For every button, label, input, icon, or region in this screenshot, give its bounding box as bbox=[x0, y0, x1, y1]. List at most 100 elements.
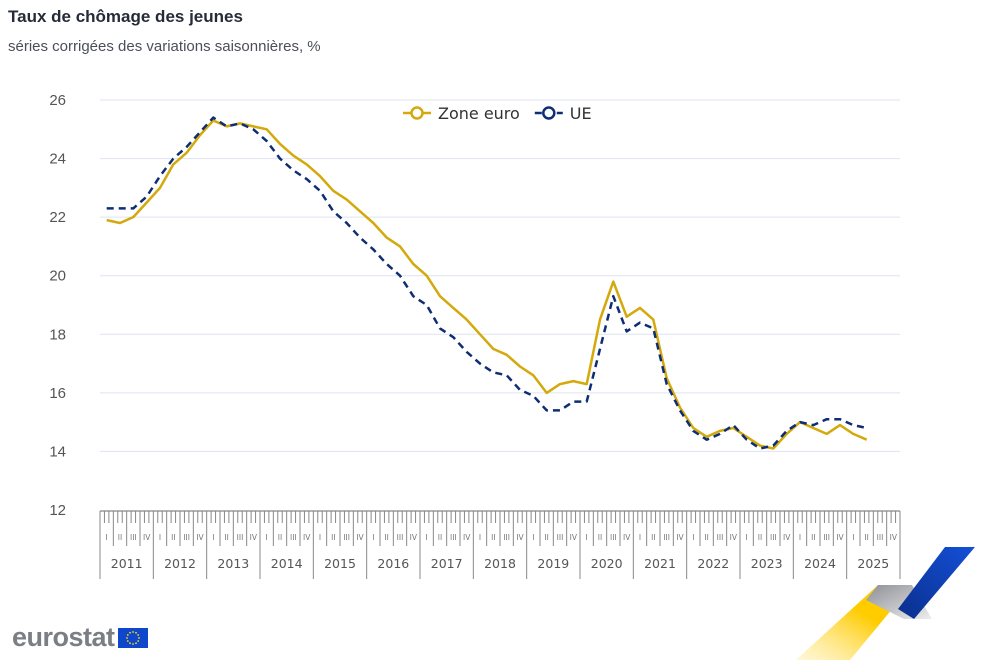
x-quarter-label: III bbox=[663, 533, 670, 542]
x-quarter-label: IV bbox=[623, 533, 631, 542]
legend-label: Zone euro bbox=[438, 104, 520, 123]
legend-marker-icon bbox=[542, 106, 556, 120]
x-quarter-label: II bbox=[491, 533, 495, 542]
x-quarter-label: IV bbox=[570, 533, 578, 542]
eu-flag-icon bbox=[117, 627, 148, 648]
x-year-label: 2022 bbox=[697, 556, 729, 571]
chart-title: Taux de chômage des jeunes bbox=[8, 7, 243, 26]
x-quarter-label: II bbox=[331, 533, 335, 542]
x-quarter-label: IV bbox=[890, 533, 898, 542]
x-year-label: 2017 bbox=[431, 556, 463, 571]
x-quarter-label: I bbox=[746, 533, 748, 542]
x-year-label: 2016 bbox=[377, 556, 409, 571]
x-quarter-label: I bbox=[586, 533, 588, 542]
x-quarter-label: IV bbox=[143, 533, 151, 542]
x-quarter-label: II bbox=[171, 533, 175, 542]
x-quarter-label: I bbox=[106, 533, 108, 542]
x-quarter-label: I bbox=[532, 533, 534, 542]
eurostat-logo: eurostat bbox=[12, 622, 148, 653]
y-tick-label: 26 bbox=[49, 92, 66, 109]
x-quarter-label: III bbox=[343, 533, 350, 542]
x-year-label: 2019 bbox=[537, 556, 569, 571]
y-tick-label: 14 bbox=[49, 443, 66, 460]
x-quarter-label: II bbox=[598, 533, 602, 542]
x-quarter-label: II bbox=[118, 533, 122, 542]
legend-item-zone-euro[interactable]: Zone euro bbox=[403, 104, 520, 123]
x-quarter-label: III bbox=[557, 533, 564, 542]
y-tick-label: 20 bbox=[49, 268, 66, 285]
x-quarter-label: I bbox=[852, 533, 854, 542]
gridlines bbox=[100, 99, 900, 452]
x-year-label: 2025 bbox=[857, 556, 889, 571]
decorative-chevron-icon bbox=[796, 547, 975, 660]
x-year-label: 2024 bbox=[804, 556, 836, 571]
x-quarter-label: I bbox=[319, 533, 321, 542]
x-quarter-label: IV bbox=[516, 533, 524, 542]
x-quarter-label: III bbox=[183, 533, 190, 542]
x-quarter-label: IV bbox=[196, 533, 204, 542]
x-quarter-label: I bbox=[692, 533, 694, 542]
x-quarter-label: I bbox=[372, 533, 374, 542]
x-quarter-label: II bbox=[224, 533, 228, 542]
x-quarter-label: I bbox=[479, 533, 481, 542]
x-quarter-label: II bbox=[438, 533, 442, 542]
x-quarter-label: I bbox=[799, 533, 801, 542]
x-quarter-label: IV bbox=[676, 533, 684, 542]
x-quarter-label: II bbox=[544, 533, 548, 542]
x-quarter-label: IV bbox=[356, 533, 364, 542]
legend-item-ue[interactable]: UE bbox=[534, 104, 592, 123]
x-quarter-label: II bbox=[651, 533, 655, 542]
x-quarter-label: II bbox=[758, 533, 762, 542]
logo-text: eurostat bbox=[12, 622, 115, 652]
x-year-label: 2012 bbox=[164, 556, 196, 571]
x-quarter-label: III bbox=[503, 533, 510, 542]
x-year-label: 2011 bbox=[111, 556, 143, 571]
x-quarter-label: I bbox=[639, 533, 641, 542]
x-quarter-label: III bbox=[450, 533, 457, 542]
x-quarter-label: IV bbox=[410, 533, 418, 542]
x-quarter-label: I bbox=[212, 533, 214, 542]
x-quarter-label: III bbox=[770, 533, 777, 542]
x-quarter-label: III bbox=[290, 533, 297, 542]
x-year-label: 2018 bbox=[484, 556, 516, 571]
x-quarter-label: I bbox=[266, 533, 268, 542]
x-quarter-label: II bbox=[384, 533, 388, 542]
y-tick-label: 18 bbox=[49, 326, 66, 343]
x-year-label: 2015 bbox=[324, 556, 356, 571]
x-year-label: 2014 bbox=[271, 556, 303, 571]
x-year-label: 2013 bbox=[217, 556, 249, 571]
x-quarter-label: II bbox=[811, 533, 815, 542]
x-quarter-label: III bbox=[717, 533, 724, 542]
y-axis: 12 14 16 18 20 22 24 26 bbox=[49, 92, 66, 519]
series-line-zone-euro[interactable] bbox=[106, 119, 868, 450]
x-quarter-label: IV bbox=[303, 533, 311, 542]
x-quarter-label: IV bbox=[463, 533, 471, 542]
x-quarter-label: I bbox=[426, 533, 428, 542]
x-quarter-label: II bbox=[278, 533, 282, 542]
x-quarter-label: III bbox=[877, 533, 884, 542]
x-year-label: 2021 bbox=[644, 556, 676, 571]
x-quarter-label: III bbox=[823, 533, 830, 542]
x-year-label: 2020 bbox=[591, 556, 623, 571]
x-quarter-label: I bbox=[159, 533, 161, 542]
x-quarter-label: III bbox=[130, 533, 137, 542]
legend-label: UE bbox=[570, 104, 592, 123]
x-quarter-label: III bbox=[610, 533, 617, 542]
legend-marker-icon bbox=[410, 106, 424, 120]
y-tick-label: 16 bbox=[49, 385, 66, 402]
x-quarter-label: IV bbox=[730, 533, 738, 542]
series-line-ue[interactable] bbox=[106, 116, 867, 450]
x-quarter-label: III bbox=[397, 533, 404, 542]
x-quarter-label: III bbox=[237, 533, 244, 542]
y-tick-label: 24 bbox=[49, 151, 66, 168]
series-lines bbox=[106, 116, 868, 450]
y-tick-label: 22 bbox=[49, 209, 66, 226]
chart-subtitle: séries corrigées des variations saisonni… bbox=[8, 38, 321, 55]
x-year-label: 2023 bbox=[751, 556, 783, 571]
x-quarter-label: II bbox=[704, 533, 708, 542]
legend[interactable]: Zone euro UE bbox=[403, 104, 592, 123]
x-quarter-label: IV bbox=[836, 533, 844, 542]
x-quarter-label: II bbox=[864, 533, 868, 542]
